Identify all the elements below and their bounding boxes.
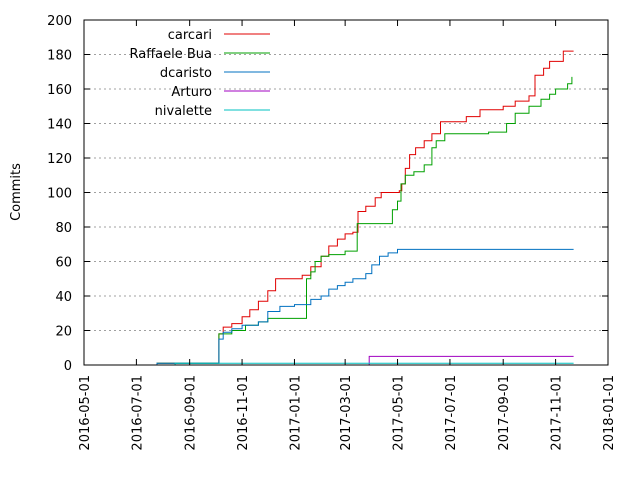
x-tick-label: 2018-01-01 (602, 375, 617, 451)
y-axis-label: Commits (9, 163, 24, 221)
y-tick-label: 120 (47, 152, 72, 167)
legend-item: carcari (168, 28, 270, 43)
legend-label: Raffaele Bua (129, 47, 212, 62)
y-tick-label: 40 (55, 290, 72, 305)
y-tick-label: 160 (47, 83, 72, 98)
y-axis-ticks: 0 20 40 60 80 100 120 140 160 180 200 (47, 14, 608, 374)
y-tick-label: 60 (55, 256, 72, 271)
x-tick-label: 2017-07-01 (444, 375, 459, 451)
x-tick-label: 2016-09-01 (184, 375, 199, 451)
legend-item: nivalette (155, 104, 270, 119)
series (84, 76, 573, 366)
x-tick-label: 2016-11-01 (236, 375, 251, 451)
x-tick-label: 2017-05-01 (392, 375, 407, 451)
series-line (84, 76, 573, 366)
y-tick-label: 140 (47, 118, 72, 133)
series-line (84, 50, 574, 366)
x-tick-label: 2017-09-01 (497, 375, 512, 451)
legend-item: Arturo (171, 85, 270, 100)
series (84, 248, 574, 366)
grid-lines (84, 54, 608, 331)
legend-item: dcaristo (160, 66, 270, 81)
series (84, 50, 574, 366)
y-tick-label: 200 (47, 14, 72, 29)
y-tick-label: 0 (64, 359, 72, 374)
legend-label: carcari (168, 28, 212, 43)
x-tick-label: 2016-05-01 (78, 375, 93, 451)
y-tick-label: 100 (47, 187, 72, 202)
legend-label: nivalette (155, 104, 212, 119)
legend-label: Arturo (171, 85, 212, 100)
legend: carcari Raffaele Bua dcaristo Arturo nivalet… (129, 28, 270, 119)
legend-item: Raffaele Bua (129, 47, 270, 62)
y-tick-label: 80 (55, 221, 72, 236)
x-tick-label: 2017-11-01 (550, 375, 565, 451)
x-tick-label: 2017-01-01 (288, 375, 303, 451)
legend-label: dcaristo (160, 66, 212, 81)
series-line (84, 248, 574, 366)
x-tick-label: 2016-07-01 (130, 375, 145, 451)
x-tick-label: 2017-03-01 (339, 375, 354, 451)
series-layer (84, 50, 574, 366)
y-tick-label: 180 (47, 49, 72, 64)
y-tick-label: 20 (55, 325, 72, 340)
x-axis-ticks: 2016-05-01 2016-07-01 2016-09-01 2016-11-01… (78, 20, 617, 451)
